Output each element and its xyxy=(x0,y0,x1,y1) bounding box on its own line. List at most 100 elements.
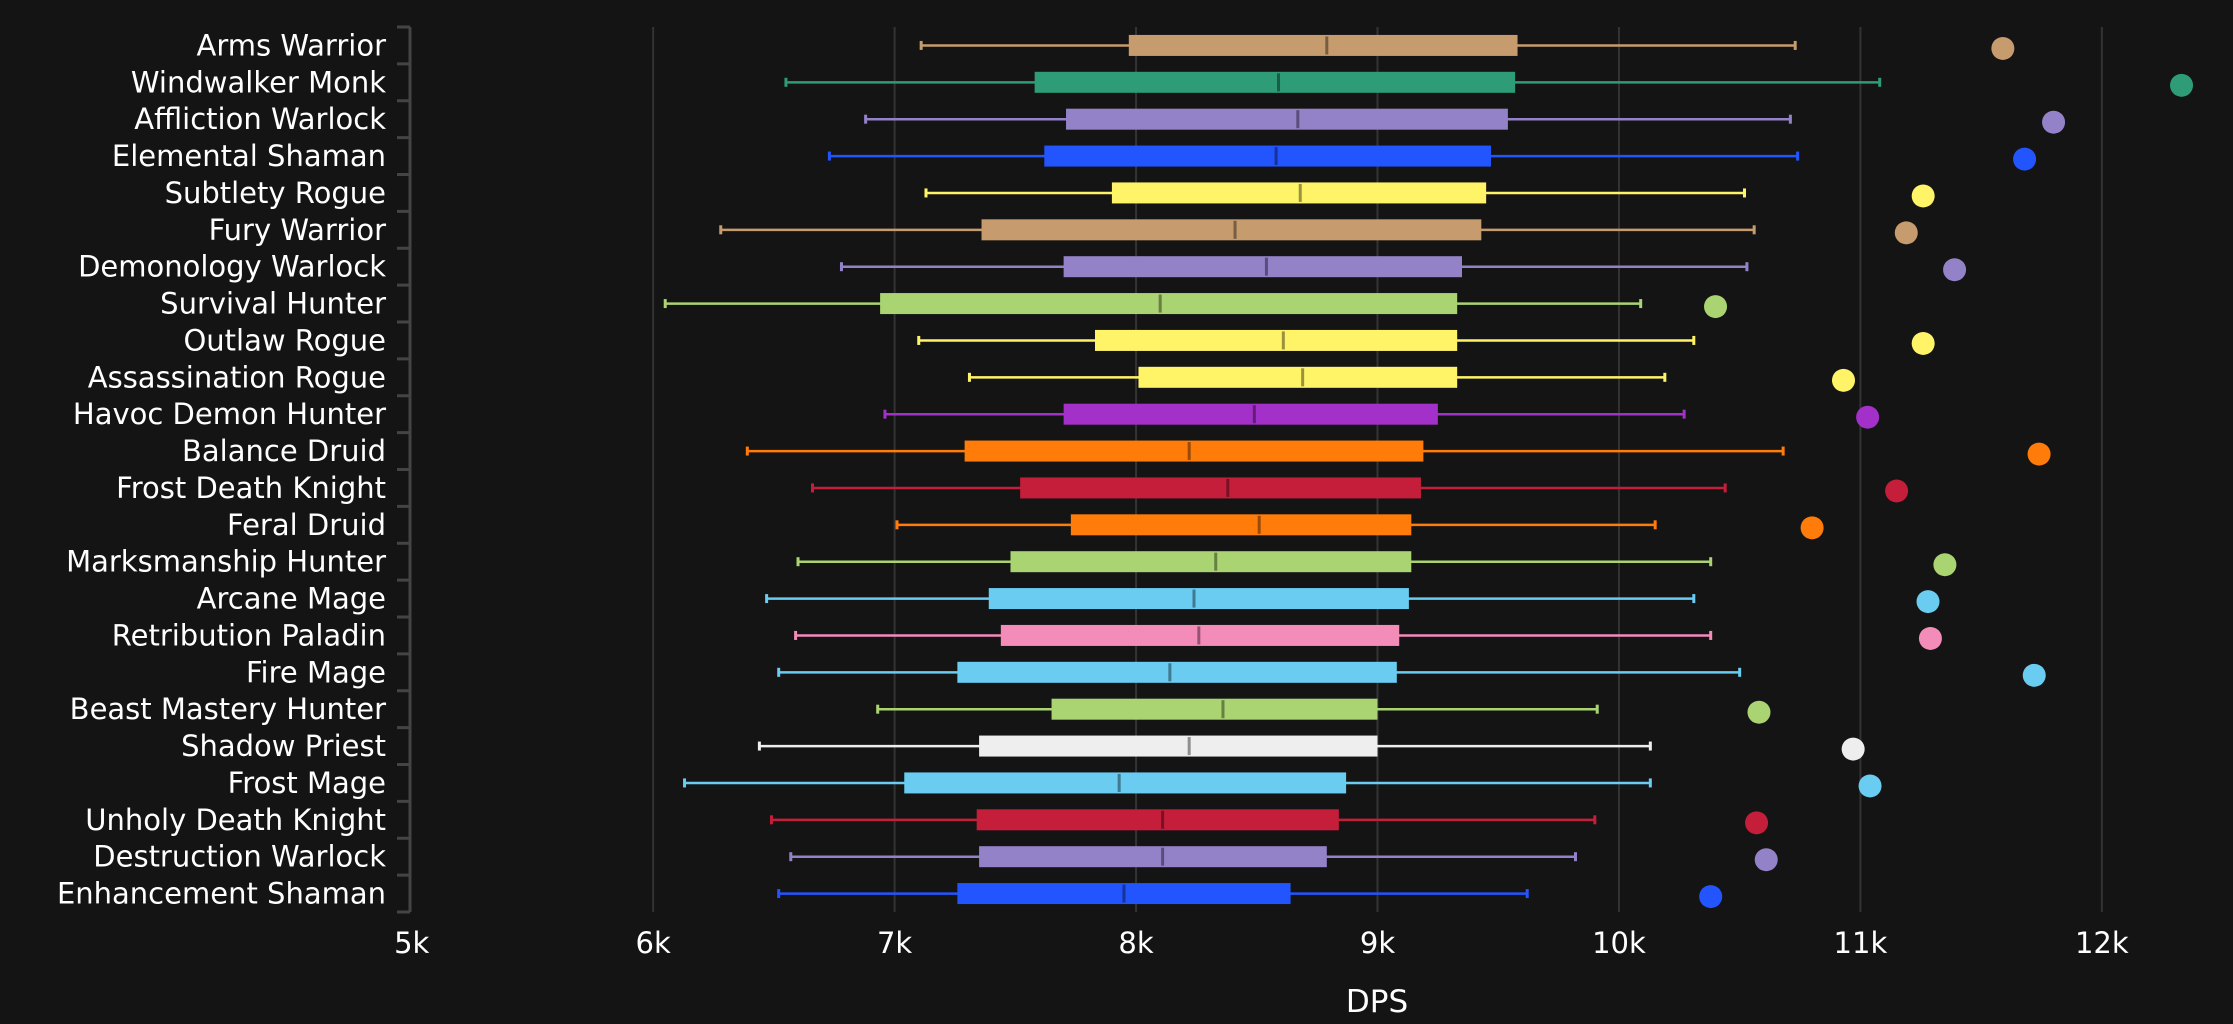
x-tick-label: 9k xyxy=(1360,926,1395,960)
box-row xyxy=(769,809,1769,835)
median-line xyxy=(1296,110,1300,129)
box-row xyxy=(811,477,1909,503)
category-label: Outlaw Rogue xyxy=(183,323,386,357)
marker-dot xyxy=(2013,147,2037,171)
whisker-min-cap xyxy=(769,815,773,825)
whisker-min-cap xyxy=(839,262,843,272)
median-line xyxy=(1122,884,1126,903)
median-line xyxy=(1221,700,1225,719)
marker-dot xyxy=(1918,626,1942,650)
median-line xyxy=(1161,810,1165,829)
whisker-max-cap xyxy=(1878,77,1882,87)
marker-dot xyxy=(1841,737,1865,761)
box-iqr xyxy=(1044,145,1491,167)
whisker-min-cap xyxy=(883,409,887,419)
marker-dot xyxy=(1754,848,1778,872)
category-label: Assassination Rogue xyxy=(88,360,386,394)
whisker-max-cap xyxy=(1788,114,1792,124)
category-label: Fire Mage xyxy=(246,655,386,689)
whisker-min-cap xyxy=(919,40,923,50)
box-row xyxy=(883,403,1880,429)
whisker-max-cap xyxy=(1723,483,1727,493)
whisker-min-cap xyxy=(745,446,749,456)
median-line xyxy=(1264,257,1268,276)
whisker-max-cap xyxy=(1639,299,1643,309)
category-label: Affliction Warlock xyxy=(134,102,386,136)
category-label: Enhancement Shaman xyxy=(57,877,386,911)
median-line xyxy=(1158,294,1162,313)
whisker-max-cap xyxy=(1593,815,1597,825)
whisker-min-cap xyxy=(811,483,815,493)
x-tick-label: 11k xyxy=(1834,926,1888,960)
box-iqr xyxy=(1051,698,1378,720)
whisker-max-cap xyxy=(1752,225,1756,235)
category-label: Retribution Paladin xyxy=(112,618,386,652)
whisker-max-cap xyxy=(1709,557,1713,567)
category-label: Beast Mastery Hunter xyxy=(70,692,386,726)
marker-dot xyxy=(1911,331,1935,355)
median-line xyxy=(1197,626,1201,645)
median-line xyxy=(1192,589,1196,608)
box-row xyxy=(719,219,1918,245)
box-iqr xyxy=(964,440,1424,462)
box-iqr xyxy=(1066,108,1508,130)
marker-dot xyxy=(1745,811,1769,835)
marker-dot xyxy=(1699,885,1723,909)
box-row xyxy=(796,551,1957,577)
box-iqr xyxy=(1020,477,1421,499)
category-label: Destruction Warlock xyxy=(93,840,386,874)
whisker-max-cap xyxy=(1745,262,1749,272)
whisker-max-cap xyxy=(1692,335,1696,345)
marker-dot xyxy=(1991,36,2015,60)
category-label: Shadow Priest xyxy=(181,729,386,763)
median-line xyxy=(1252,405,1256,424)
marker-dot xyxy=(2042,110,2066,134)
median-line xyxy=(1298,183,1302,202)
box-row xyxy=(765,588,1940,614)
whisker-max-cap xyxy=(1738,667,1742,677)
box-row xyxy=(745,440,2051,466)
median-line xyxy=(1301,368,1305,387)
x-tick-label: 8k xyxy=(1118,926,1153,960)
category-label: Subtlety Rogue xyxy=(165,176,386,210)
whisker-max-cap xyxy=(1595,704,1599,714)
whisker-min-cap xyxy=(895,520,899,530)
box-row xyxy=(839,256,1967,282)
box-iqr xyxy=(1010,551,1412,573)
marker-dot xyxy=(1800,516,1824,540)
whisker-min-cap xyxy=(967,372,971,382)
box-row xyxy=(789,846,1778,872)
marker-dot xyxy=(1885,479,1909,503)
category-label: Balance Druid xyxy=(182,434,386,468)
whisker-max-cap xyxy=(1781,446,1785,456)
marker-dot xyxy=(1916,590,1940,614)
category-label: Frost Death Knight xyxy=(116,471,386,505)
whisker-min-cap xyxy=(663,299,667,309)
category-label: Feral Druid xyxy=(227,508,386,542)
category-label: Arms Warrior xyxy=(197,28,387,62)
box-row xyxy=(919,34,2015,60)
whisker-min-cap xyxy=(924,188,928,198)
whisker-max-cap xyxy=(1793,40,1797,50)
marker-dot xyxy=(1856,405,1880,429)
box-iqr xyxy=(904,772,1347,794)
box-row xyxy=(917,329,1935,355)
box-row xyxy=(777,883,1723,909)
x-axis: 5k 6k 7k 8k 9k 10k 11k 12k xyxy=(394,926,2129,960)
median-line xyxy=(1117,773,1121,792)
box-row xyxy=(757,735,1865,761)
whisker-max-cap xyxy=(1573,852,1577,862)
box-row xyxy=(967,366,1855,392)
median-line xyxy=(1226,478,1230,497)
whisker-max-cap xyxy=(1796,151,1800,161)
whisker-min-cap xyxy=(765,594,769,604)
category-label: Fury Warrior xyxy=(209,213,387,247)
whisker-min-cap xyxy=(864,114,868,124)
marker-dot xyxy=(1943,258,1967,282)
box-row xyxy=(663,293,1728,319)
median-line xyxy=(1325,36,1329,55)
whisker-min-cap xyxy=(757,741,761,751)
box-row xyxy=(784,71,2194,97)
x-tick-label: 5k xyxy=(394,926,429,960)
